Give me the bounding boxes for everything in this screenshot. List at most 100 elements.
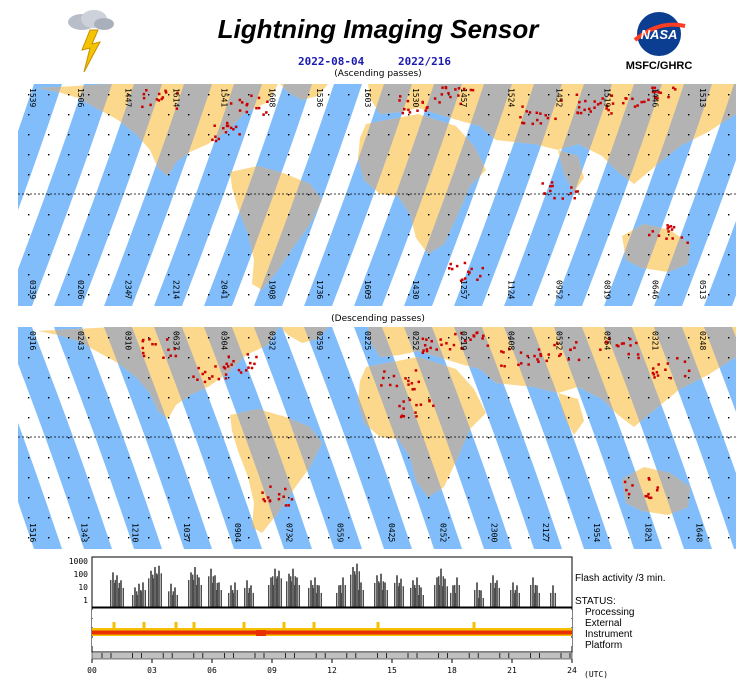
graticule-dot: [68, 357, 70, 359]
graticule-dot: [428, 377, 430, 379]
flash-bar: [360, 582, 362, 607]
graticule-dot: [188, 294, 190, 296]
status-external-bar: [92, 619, 572, 627]
graticule-dot: [608, 294, 610, 296]
graticule-dot: [328, 357, 330, 359]
continent: [558, 393, 584, 435]
flash-bar: [552, 585, 554, 607]
lightning-flash: [573, 196, 576, 200]
lightning-flash: [567, 358, 570, 361]
graticule-dot: [348, 337, 350, 339]
lightning-flash: [554, 117, 557, 121]
graticule-dot: [448, 174, 450, 176]
graticule-dot: [668, 357, 670, 359]
graticule-dot: [168, 134, 170, 136]
graticule-dot: [148, 377, 150, 379]
orbit-label-bottom: 1124: [507, 280, 516, 299]
flash-bar: [510, 589, 512, 607]
graticule-dot: [668, 497, 670, 499]
graticule-dot: [728, 537, 730, 539]
graticule-dot: [528, 457, 530, 459]
graticule-dot: [108, 214, 110, 216]
flash-bar: [228, 592, 230, 607]
graticule-dot: [268, 254, 270, 256]
graticule-dot: [348, 194, 350, 196]
graticule-dot: [528, 377, 530, 379]
lightning-flash: [637, 356, 640, 360]
graticule-dot: [488, 174, 490, 176]
graticule-dot: [248, 377, 250, 379]
lightning-flash: [250, 366, 254, 370]
graticule-dot: [348, 357, 350, 359]
graticule-dot: [448, 94, 450, 96]
flash-bar: [514, 592, 516, 607]
graticule-dot: [468, 254, 470, 256]
graticule-dot: [368, 457, 370, 459]
lightning-flash: [262, 113, 265, 116]
graticule-dot: [468, 397, 470, 399]
graticule-dot: [568, 154, 570, 156]
graticule-dot: [228, 234, 230, 236]
graticule-dot: [248, 94, 250, 96]
graticule-dot: [548, 397, 550, 399]
graticule-dot: [428, 114, 430, 116]
graticule-dot: [548, 94, 550, 96]
graticule-dot: [648, 194, 650, 196]
x-tick-label: 18: [447, 666, 457, 675]
graticule-dot: [168, 94, 170, 96]
graticule-dot: [708, 437, 710, 439]
graticule-dot: [368, 294, 370, 296]
graticule-dot: [48, 437, 50, 439]
graticule-dot: [468, 294, 470, 296]
graticule-dot: [328, 154, 330, 156]
lightning-flash: [503, 365, 506, 368]
lightning-flash: [414, 369, 418, 372]
lightning-flash: [175, 107, 179, 110]
lightning-flash: [441, 86, 444, 89]
graticule-dot: [128, 194, 130, 196]
graticule-dot: [88, 94, 90, 96]
lightning-flash: [640, 100, 643, 104]
graticule-dot: [128, 377, 130, 379]
lightning-flash: [155, 98, 159, 101]
flash-bar: [416, 577, 418, 607]
graticule-dot: [448, 417, 450, 419]
graticule-dot: [468, 497, 470, 499]
flash-bar: [532, 577, 534, 607]
lightning-flash: [413, 387, 416, 391]
x-tick-label: 15: [387, 666, 397, 675]
orbit-label-bottom: 2347: [124, 280, 133, 299]
lightning-flash: [161, 96, 165, 99]
lightning-flash: [192, 375, 195, 378]
flash-bar: [112, 572, 114, 607]
lightning-flash: [408, 111, 412, 114]
graticule-dot: [648, 457, 650, 459]
graticule-dot: [368, 214, 370, 216]
flash-bar: [308, 587, 310, 607]
graticule-dot: [648, 357, 650, 359]
descending-map-canvas: 0316 0243 0310 0637 0304 0332 0259 0225 0252 0219…: [18, 327, 736, 549]
lightning-flash: [410, 382, 414, 385]
graticule-dot: [368, 194, 370, 196]
lightning-flash: [227, 355, 230, 358]
graticule-dot: [148, 337, 150, 339]
graticule-dot: [128, 114, 130, 116]
lightning-flash: [606, 104, 609, 108]
graticule-dot: [348, 517, 350, 519]
flash-bar: [436, 577, 438, 607]
lightning-flash: [141, 346, 145, 350]
orbit-label-top: 0259: [315, 331, 324, 350]
graticule-dot: [708, 194, 710, 196]
graticule-dot: [228, 94, 230, 96]
flash-bar: [516, 585, 518, 607]
graticule-dot: [368, 154, 370, 156]
graticule-dot: [108, 174, 110, 176]
flash-bar: [286, 581, 288, 607]
flash-bar: [244, 587, 246, 607]
graticule-dot: [608, 274, 610, 276]
lightning-flash: [521, 105, 524, 108]
orbit-label-bottom: 0559: [336, 523, 345, 542]
graticule-dot: [268, 214, 270, 216]
lightning-flash: [197, 366, 200, 370]
graticule-dot: [428, 294, 430, 296]
